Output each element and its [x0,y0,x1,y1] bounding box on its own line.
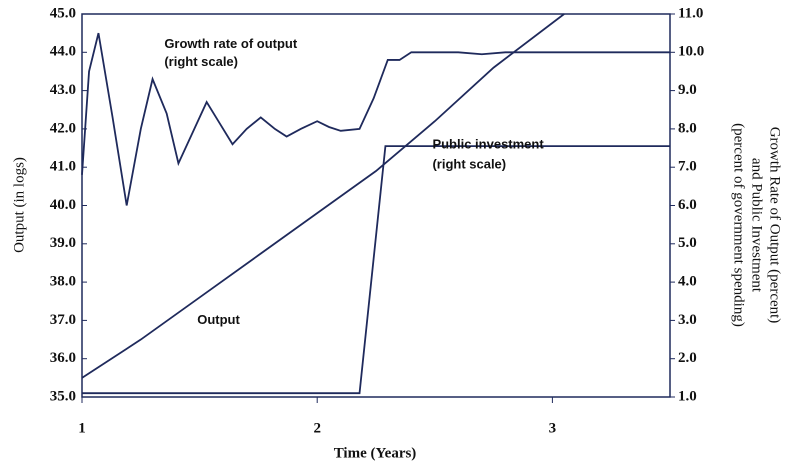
y-tick-label: 37.0 [50,312,76,328]
y-tick-label: 41.0 [50,159,76,175]
y-tick-label: 35.0 [50,388,76,404]
y2-tick-label: 2.0 [678,350,697,366]
y2-axis-title: and Public Investment [749,158,765,293]
y-tick-label: 43.0 [50,82,76,98]
annotation: (right scale) [164,54,238,69]
y-tick-label: 40.0 [50,197,76,213]
y-tick-label: 39.0 [50,235,76,251]
y2-tick-label: 3.0 [678,312,697,328]
plot-frame [81,13,671,398]
x-tick-label: 2 [313,420,321,436]
annotation: (right scale) [432,156,506,171]
y2-axis-title: Growth Rate of Output (percent) [767,127,783,324]
y-tick-label: 42.0 [50,120,76,136]
y2-tick-label: 1.0 [678,388,697,404]
x-axis-title: Time (Years) [334,445,417,461]
x-tick-label: 1 [78,420,86,436]
series-line [81,32,670,206]
y2-tick-label: 5.0 [678,235,697,251]
annotation: Growth rate of output [164,36,298,51]
y-tick-label: 45.0 [50,5,76,21]
y2-tick-label: 7.0 [678,159,697,175]
y-tick-label: 38.0 [50,274,76,290]
y2-axis-title: (percent of government spending) [731,123,747,327]
series-line [81,13,565,379]
y2-tick-label: 6.0 [678,197,697,213]
y2-tick-label: 4.0 [678,274,697,290]
annotation: Output [197,312,240,327]
y-axis-title: Output (in logs) [11,157,27,253]
y-tick-label: 44.0 [50,44,76,60]
series-line [82,145,670,395]
y2-tick-label: 11.0 [678,5,703,21]
x-tick-label: 3 [549,420,557,436]
y2-tick-label: 10.0 [678,44,704,60]
y2-tick-label: 9.0 [678,82,697,98]
y-tick-label: 36.0 [50,350,76,366]
y2-tick-label: 8.0 [678,120,697,136]
annotation: Public investment [432,136,544,151]
